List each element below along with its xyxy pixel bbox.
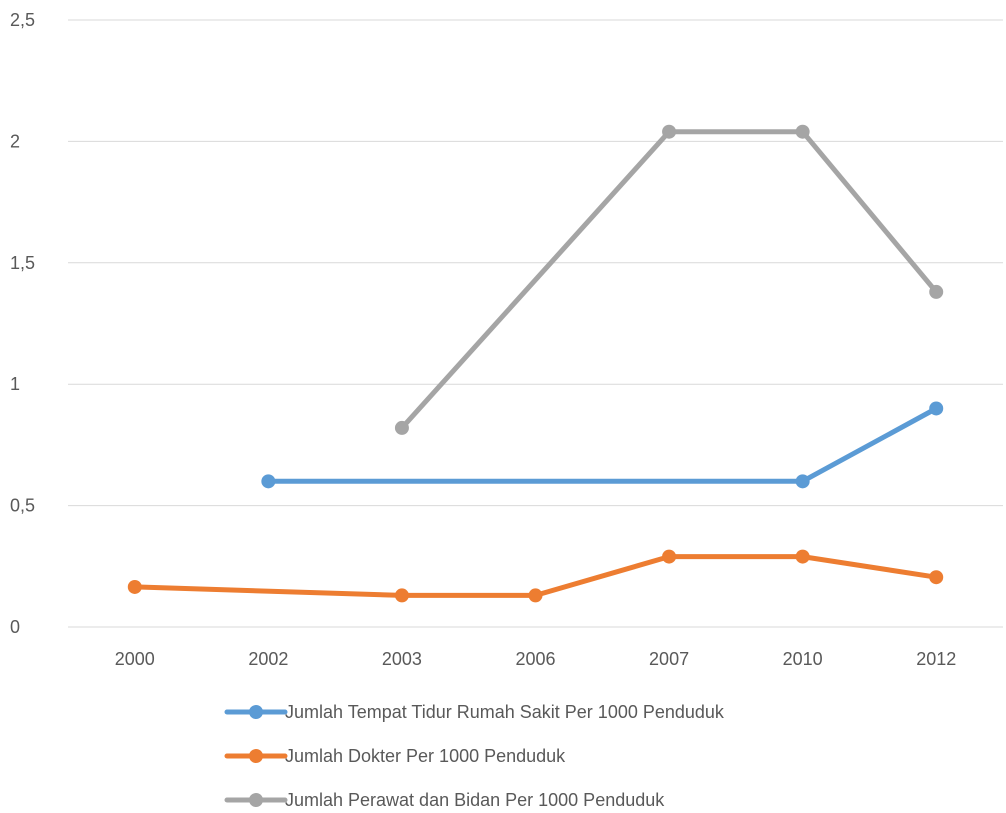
y-tick-label: 2 [10,131,20,151]
series-line [132,554,939,598]
series-lines [127,124,944,603]
series-line [399,129,939,431]
data-point [795,474,810,489]
data-point [929,284,944,299]
legend-swatch-marker [249,705,263,719]
gridlines [68,19,1003,628]
series-2 [127,549,944,603]
y-axis-tick-labels: 0 0,5 1 1,5 2 2,5 [10,10,35,637]
y-tick-label: 2,5 [10,10,35,30]
series-3 [394,124,944,435]
x-tick-label: 2002 [248,649,288,669]
y-tick-label: 1 [10,374,20,394]
data-point [528,588,543,603]
data-point [662,549,677,564]
x-tick-label: 2000 [115,649,155,669]
x-axis-tick-labels: 2000 2002 2003 2006 2007 2010 2012 [115,649,956,669]
y-tick-label: 0 [10,617,20,637]
series-1 [261,401,944,489]
data-point [795,124,810,139]
legend-swatch-marker [249,749,263,763]
legend-label: Jumlah Dokter Per 1000 Penduduk [285,746,566,766]
y-tick-label: 1,5 [10,253,35,273]
data-point [261,474,276,489]
data-point [127,579,142,594]
legend-entry: Jumlah Perawat dan Bidan Per 1000 Pendud… [224,790,665,810]
x-tick-label: 2012 [916,649,956,669]
x-tick-label: 2003 [382,649,422,669]
data-point [929,401,944,416]
x-tick-label: 2010 [783,649,823,669]
data-point [394,588,409,603]
data-point [795,549,810,564]
legend-label: Jumlah Tempat Tidur Rumah Sakit Per 1000… [285,702,725,722]
legend-swatch-marker [249,793,263,807]
x-tick-label: 2006 [515,649,555,669]
y-tick-label: 0,5 [10,496,35,516]
data-point [662,124,677,139]
x-tick-label: 2007 [649,649,689,669]
legend-entry: Jumlah Dokter Per 1000 Penduduk [224,746,566,766]
legend-label: Jumlah Perawat dan Bidan Per 1000 Pendud… [285,790,665,810]
series-line [265,406,939,484]
legend-entry: Jumlah Tempat Tidur Rumah Sakit Per 1000… [224,702,725,722]
data-point [929,570,944,585]
legend: Jumlah Tempat Tidur Rumah Sakit Per 1000… [224,702,725,810]
data-point [394,420,409,435]
